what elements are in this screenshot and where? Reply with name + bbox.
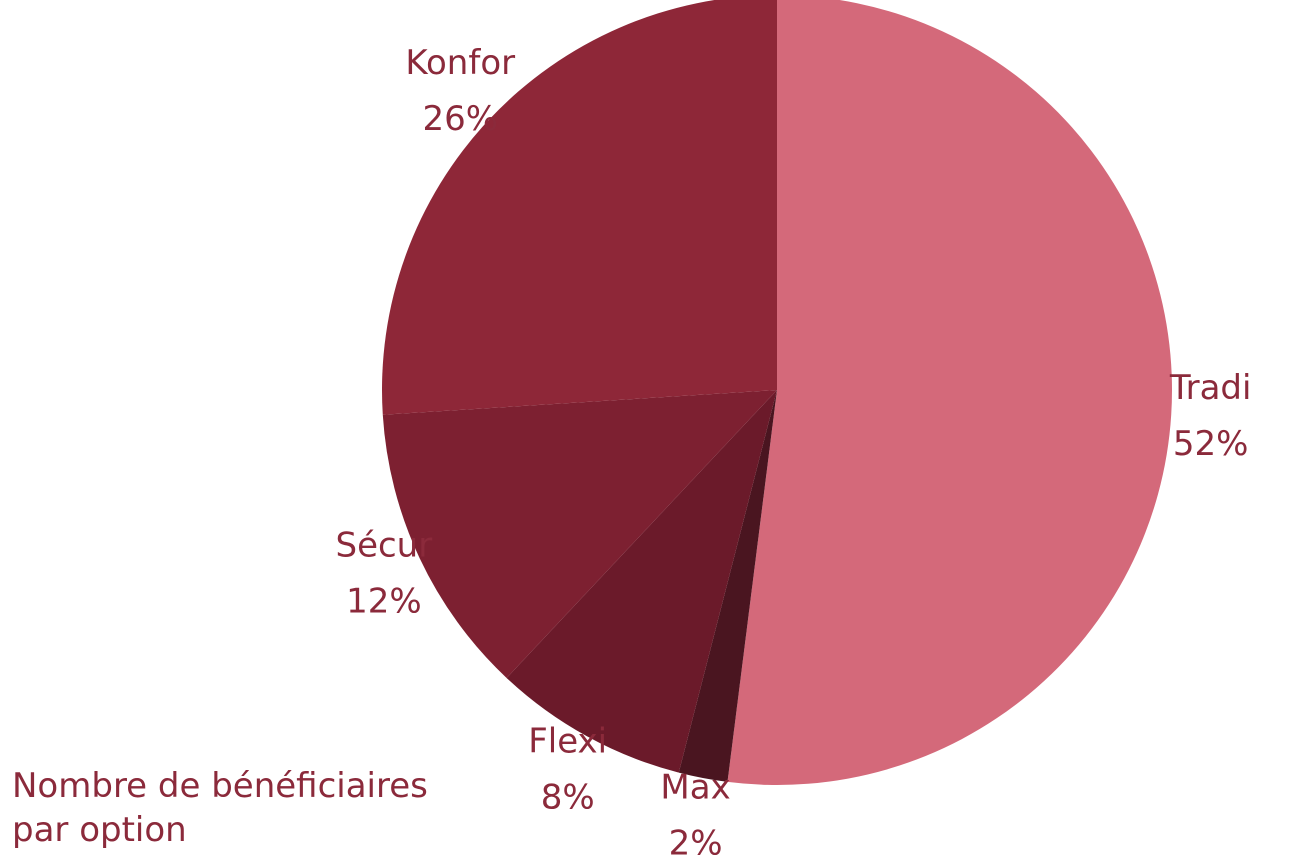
slice-label-value: 2% xyxy=(669,823,723,863)
slice-label-value: 26% xyxy=(422,99,498,139)
pie-slice xyxy=(382,0,777,415)
slice-label-value: 12% xyxy=(346,582,422,622)
pie-slice xyxy=(727,0,1172,785)
slice-label-value: 8% xyxy=(541,777,595,817)
slice-label-name: Max xyxy=(660,767,730,807)
slice-label-name: Tradi xyxy=(1169,368,1252,408)
pie-slice xyxy=(382,390,777,678)
slice-label-name: Sécur xyxy=(335,526,432,566)
slice-label-name: Konfor xyxy=(405,43,515,83)
pie-slice xyxy=(506,390,777,773)
slice-label-value: 52% xyxy=(1173,424,1249,464)
slice-label-name: Flexi xyxy=(528,721,607,761)
pie-slice xyxy=(678,390,777,782)
chart-title: Nombre de bénéficiaires par option xyxy=(12,766,428,850)
